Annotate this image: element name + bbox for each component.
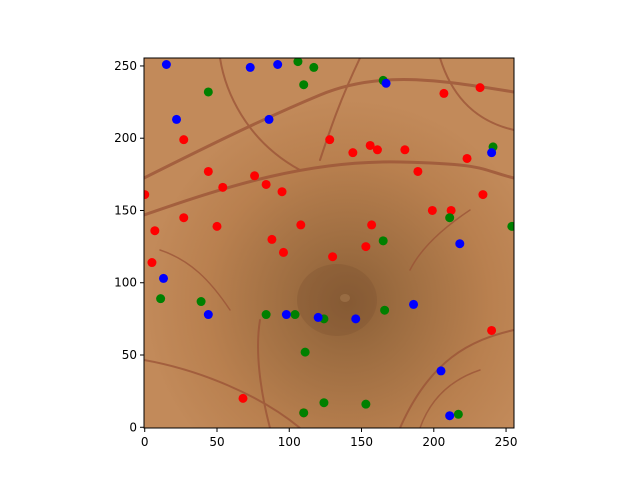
green-point	[361, 399, 371, 409]
green-point	[300, 347, 310, 357]
green-point	[319, 398, 329, 408]
y-tick-label: 0	[129, 420, 137, 434]
y-tick-label: 100	[114, 276, 137, 290]
red-point	[413, 166, 423, 176]
red-point	[278, 247, 288, 257]
red-point	[147, 258, 157, 268]
x-tick-label: 150	[350, 435, 373, 449]
red-point	[250, 171, 260, 181]
blue-point	[409, 299, 419, 309]
red-point	[203, 166, 213, 176]
green-point	[261, 310, 271, 320]
red-point	[361, 242, 371, 252]
green-point	[203, 87, 213, 97]
red-point	[365, 140, 375, 150]
red-point	[179, 135, 189, 145]
blue-point	[381, 78, 391, 88]
red-point	[427, 205, 437, 215]
red-point	[372, 145, 382, 155]
green-point	[380, 305, 390, 315]
x-tick-label: 250	[495, 435, 518, 449]
green-point	[445, 213, 455, 223]
y-axis: 0 50 100 150 200 250	[114, 59, 144, 434]
y-tick-label: 150	[114, 203, 137, 217]
x-tick-label: 100	[278, 435, 301, 449]
blue-point	[455, 239, 465, 249]
red-point	[348, 148, 358, 158]
green-point	[453, 409, 463, 419]
red-point	[218, 182, 228, 192]
green-point	[507, 221, 514, 231]
blue-point	[273, 60, 283, 69]
blue-point	[487, 148, 497, 158]
green-point	[309, 62, 319, 72]
red-point	[478, 190, 488, 200]
green-point	[378, 236, 388, 246]
y-tick-label: 50	[122, 348, 137, 362]
green-point	[293, 58, 303, 67]
red-point	[296, 220, 306, 230]
x-axis: 0 50 100 150 200 250	[141, 428, 518, 449]
red-point	[487, 325, 497, 335]
red-point	[446, 205, 456, 215]
red-point	[439, 88, 449, 98]
scatter-points	[144, 58, 514, 421]
blue-point	[203, 310, 213, 320]
red-point	[367, 220, 377, 230]
blue-point	[161, 60, 171, 69]
red-point	[144, 190, 150, 200]
green-point	[299, 408, 309, 418]
red-point	[475, 83, 485, 93]
red-point	[277, 187, 287, 197]
green-point	[156, 294, 166, 304]
red-point	[179, 213, 189, 223]
x-tick-label: 50	[209, 435, 224, 449]
red-point	[261, 179, 271, 189]
blue-point	[245, 62, 255, 72]
blue-point	[313, 312, 323, 322]
blue-point	[264, 114, 274, 124]
red-point	[212, 221, 222, 231]
y-tick-label: 250	[114, 59, 137, 73]
blue-point	[436, 366, 446, 376]
red-point	[238, 393, 248, 403]
x-tick-label: 0	[141, 435, 149, 449]
red-point	[267, 234, 277, 244]
red-point	[325, 135, 335, 145]
green-point	[196, 297, 206, 307]
blue-point	[281, 310, 291, 320]
red-point	[462, 153, 472, 163]
y-tick-label: 200	[114, 131, 137, 145]
x-tick-label: 200	[422, 435, 445, 449]
plot-frame	[143, 57, 515, 429]
red-point	[400, 145, 410, 155]
red-point	[328, 252, 338, 262]
red-point	[150, 226, 160, 236]
blue-point	[172, 114, 182, 124]
blue-point	[159, 273, 169, 283]
green-point	[290, 310, 300, 320]
blue-point	[445, 411, 455, 421]
green-point	[299, 80, 309, 90]
blue-point	[351, 314, 361, 324]
